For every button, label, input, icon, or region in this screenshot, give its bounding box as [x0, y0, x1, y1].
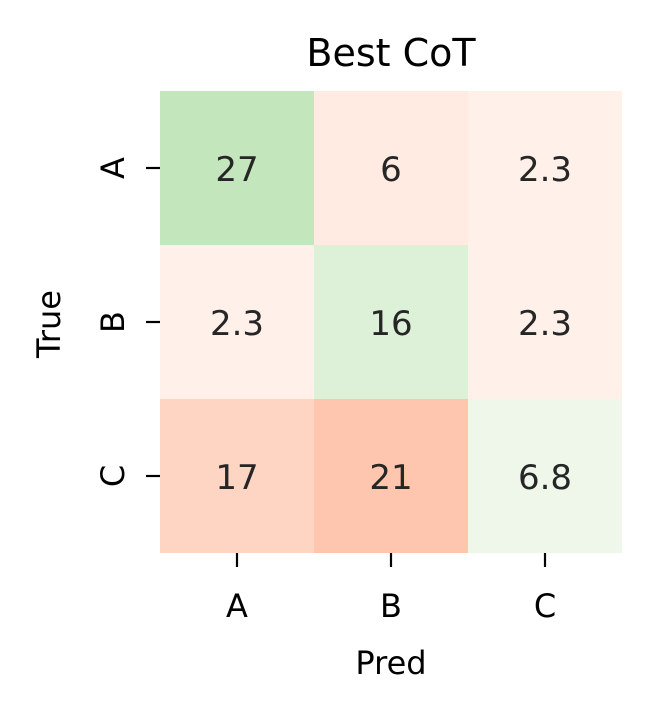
heatmap-cell	[468, 91, 622, 245]
cell-value-label: 2.3	[518, 150, 572, 190]
y-axis-label: True	[30, 290, 68, 359]
x-axis: A B C	[226, 553, 556, 625]
cell-value-label: 17	[215, 458, 258, 498]
heatmap-cell	[468, 245, 622, 399]
heatmap-cell	[314, 91, 468, 245]
cell-value-label: 6.8	[518, 458, 572, 498]
cell-value-label: 21	[369, 458, 412, 498]
cell-value-label: 2.3	[210, 304, 264, 344]
chart-title: Best CoT	[306, 31, 476, 75]
y-axis: A B C	[94, 157, 160, 487]
y-tick-label: A	[94, 157, 132, 179]
x-tick-label: B	[380, 587, 402, 625]
heatmap-cell-labels: 27 6 2.3 2.3 16 2.3 17 21 6.8	[210, 150, 572, 498]
heatmap-cells	[160, 91, 622, 553]
heatmap-cell	[160, 245, 314, 399]
cell-value-label: 2.3	[518, 304, 572, 344]
y-tick-label: B	[94, 311, 132, 333]
x-tick-label: A	[226, 587, 248, 625]
heatmap-cell	[160, 399, 314, 553]
x-tick-label: C	[534, 587, 556, 625]
heatmap-cell	[314, 399, 468, 553]
cell-value-label: 27	[215, 150, 258, 190]
heatmap-cell	[160, 91, 314, 245]
heatmap-cell	[314, 245, 468, 399]
y-tick-label: C	[94, 465, 132, 487]
heatmap-cell	[468, 399, 622, 553]
cell-value-label: 6	[380, 150, 402, 190]
cell-value-label: 16	[369, 304, 412, 344]
x-axis-label: Pred	[355, 644, 426, 682]
